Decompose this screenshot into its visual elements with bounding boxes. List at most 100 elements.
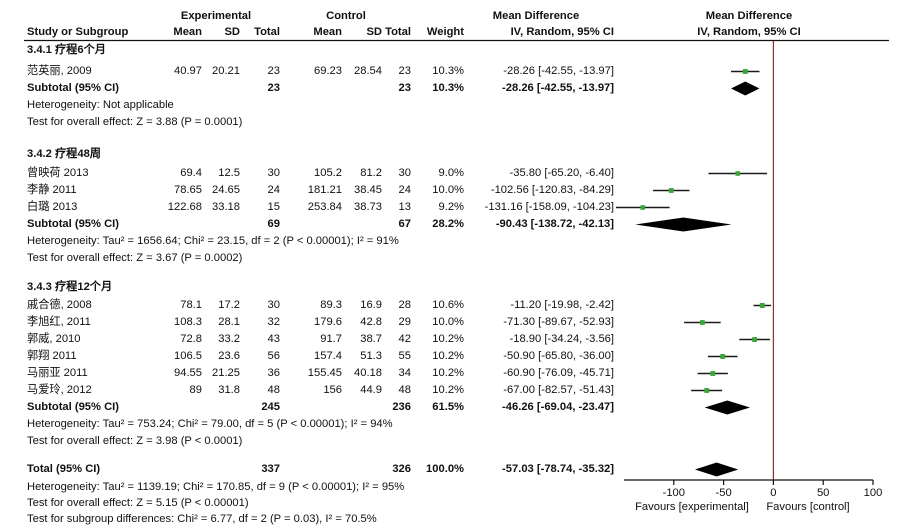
ci-text: -18.90 [-34.24, -3.56] xyxy=(509,333,614,345)
study-name: 李旭红, 2011 xyxy=(27,316,91,328)
header-sd-e: SD xyxy=(224,26,240,38)
sd-c: 81.2 xyxy=(360,167,382,179)
subgroup-title: 3.4.1 疗程6个月 xyxy=(27,44,106,56)
total-diamond xyxy=(694,462,739,477)
subtotal-diamond xyxy=(731,81,760,96)
ci-text: -35.80 [-65.20, -6.40] xyxy=(509,167,614,179)
subgroup-title: 3.4.3 疗程12个月 xyxy=(27,281,113,293)
point-estimate-square xyxy=(668,188,674,193)
subtotal-total-c: 23 xyxy=(398,82,411,94)
favours-left-label: Favours [experimental] xyxy=(635,501,749,513)
point-estimate-square xyxy=(699,320,705,325)
study-name: 范英丽, 2009 xyxy=(27,65,92,77)
subgroup-heterogeneity: Heterogeneity: Tau² = 753.24; Chi² = 79.… xyxy=(27,418,393,430)
sd-e: 31.8 xyxy=(218,384,240,396)
point-estimate-square xyxy=(720,354,726,359)
mean-c: 253.84 xyxy=(307,201,342,213)
ci-text: -50.90 [-65.80, -36.00] xyxy=(503,350,614,362)
mean-c: 157.4 xyxy=(314,350,342,362)
study-name: 郭威, 2010 xyxy=(27,333,81,345)
x-tick-label: 0 xyxy=(770,487,777,499)
study-name: 李静 2011 xyxy=(27,184,77,196)
mean-c: 69.23 xyxy=(314,65,342,77)
mean-c: 105.2 xyxy=(314,167,342,179)
subtotal-total-e: 245 xyxy=(261,401,280,413)
ci-text: -102.56 [-120.83, -84.29] xyxy=(490,184,614,196)
sd-c: 40.18 xyxy=(354,367,382,379)
study-name: 马爱玲, 2012 xyxy=(27,384,92,396)
total-overall-effect: Test for overall effect: Z = 5.15 (P < 0… xyxy=(27,497,249,509)
point-estimate-square xyxy=(704,388,710,393)
subtotal-total-c: 67 xyxy=(398,218,411,230)
subgroup-heterogeneity: Heterogeneity: Tau² = 1656.64; Chi² = 23… xyxy=(27,235,399,247)
subgroup-overall-effect: Test for overall effect: Z = 3.98 (P < 0… xyxy=(27,435,243,447)
ci-text: -131.16 [-158.09, -104.23] xyxy=(484,201,614,213)
study-name: 白璐 2013 xyxy=(27,201,78,213)
x-tick-label: 100 xyxy=(863,487,883,499)
sd-c: 42.8 xyxy=(360,316,382,328)
total-e: 48 xyxy=(267,384,280,396)
sd-e: 12.5 xyxy=(218,167,240,179)
ci-text: -71.30 [-89.67, -52.93] xyxy=(503,316,614,328)
total-e: 43 xyxy=(267,333,280,345)
total-e: 36 xyxy=(267,367,280,379)
header-control: Control xyxy=(326,10,366,22)
weight: 10.2% xyxy=(432,384,464,396)
mean-e: 72.8 xyxy=(180,333,202,345)
ci-text: -28.26 [-42.55, -13.97] xyxy=(503,65,614,77)
weight: 10.3% xyxy=(432,65,464,77)
header-weight: Weight xyxy=(426,26,464,38)
mean-e: 40.97 xyxy=(174,65,202,77)
mean-c: 156 xyxy=(323,384,342,396)
header-ci-plot: IV, Random, 95% CI xyxy=(697,26,801,38)
ci-text: -11.20 [-19.98, -2.42] xyxy=(510,299,614,311)
mean-c: 89.3 xyxy=(320,299,342,311)
subgroup-overall-effect: Test for overall effect: Z = 3.67 (P = 0… xyxy=(27,252,243,264)
header-ci: IV, Random, 95% CI xyxy=(510,26,614,38)
mean-e: 108.3 xyxy=(174,316,202,328)
sd-c: 44.9 xyxy=(360,384,382,396)
header-study: Study or Subgroup xyxy=(27,26,129,38)
total-c: 48 xyxy=(398,384,411,396)
total-c: 34 xyxy=(398,367,411,379)
sd-c: 38.45 xyxy=(354,184,382,196)
subtotal-ci: -46.26 [-69.04, -23.47] xyxy=(502,401,614,413)
point-estimate-square xyxy=(742,69,748,74)
total-ci: -57.03 [-78.74, -35.32] xyxy=(502,463,614,475)
total-c: 30 xyxy=(398,167,411,179)
mean-c: 181.21 xyxy=(307,184,342,196)
sd-c: 38.73 xyxy=(354,201,382,213)
header-mean-c: Mean xyxy=(313,26,342,38)
sd-e: 28.1 xyxy=(218,316,240,328)
x-tick-label: 50 xyxy=(816,487,830,499)
favours-right-label: Favours [control] xyxy=(766,501,850,513)
subtotal-label: Subtotal (95% CI) xyxy=(27,401,119,413)
total-c: 42 xyxy=(398,333,411,345)
subtotal-weight: 61.5% xyxy=(432,401,464,413)
sd-c: 16.9 xyxy=(360,299,382,311)
sd-e: 17.2 xyxy=(218,299,240,311)
header-experimental: Experimental xyxy=(180,10,252,22)
sd-e: 23.6 xyxy=(218,350,240,362)
header-mean-e: Mean xyxy=(173,26,202,38)
mean-e: 78.1 xyxy=(180,299,202,311)
ci-text: -67.00 [-82.57, -51.43] xyxy=(503,384,614,396)
mean-c: 155.45 xyxy=(307,367,342,379)
subgroup-title: 3.4.2 疗程48周 xyxy=(27,148,101,160)
sd-e: 33.18 xyxy=(212,201,240,213)
point-estimate-square xyxy=(759,303,765,308)
mean-e: 78.65 xyxy=(174,184,202,196)
study-name: 曾映荷 2013 xyxy=(27,167,89,179)
subtotal-label: Subtotal (95% CI) xyxy=(27,82,119,94)
total-e: 56 xyxy=(267,350,280,362)
total-e: 15 xyxy=(267,201,280,213)
x-tick-label: -50 xyxy=(715,487,732,499)
sd-c: 28.54 xyxy=(354,65,382,77)
header-total-c: Total xyxy=(385,26,411,38)
sd-e: 21.25 xyxy=(212,367,240,379)
weight: 9.0% xyxy=(438,167,465,179)
mean-c: 179.6 xyxy=(314,316,342,328)
total-weight: 100.0% xyxy=(426,463,464,475)
